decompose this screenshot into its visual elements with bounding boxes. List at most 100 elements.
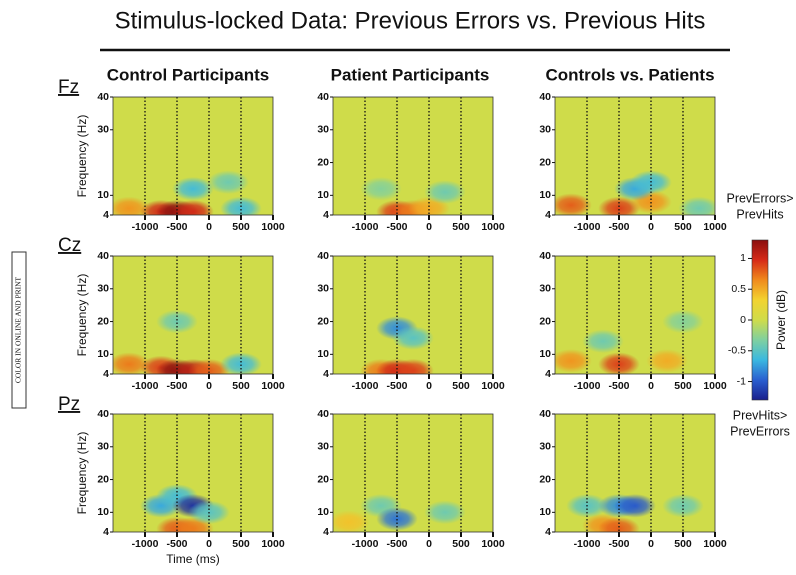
y-tick-label: 10 xyxy=(97,348,109,360)
heatmap-background xyxy=(333,97,493,215)
x-tick-label: -500 xyxy=(386,380,407,392)
x-tick-label: -500 xyxy=(608,221,629,233)
x-tick-label: -1000 xyxy=(352,221,379,233)
x-tick-label: -500 xyxy=(608,538,629,550)
x-tick-label: -500 xyxy=(386,221,407,233)
x-tick-label: -500 xyxy=(166,221,187,233)
colorbar-bottom-label: PrevErrors xyxy=(730,424,790,438)
colorbar-tick-label: 0 xyxy=(740,314,746,326)
y-axis-label: Frequency (Hz) xyxy=(75,115,89,198)
heatmap-panel: -1000 -500 0 500 1000 4 10 20 30 40 xyxy=(317,91,505,233)
plot-frame xyxy=(112,413,274,533)
y-tick-label: 10 xyxy=(539,189,551,201)
heatmap-field xyxy=(555,309,704,374)
x-tick-label: -1000 xyxy=(132,380,159,392)
x-tick-label: -500 xyxy=(386,538,407,550)
x-tick-label: -500 xyxy=(166,380,187,392)
x-tick-label: 500 xyxy=(452,221,470,233)
y-tick-label: 4 xyxy=(545,209,551,221)
x-tick-label: 500 xyxy=(452,380,470,392)
plot-frame xyxy=(554,255,716,375)
x-tick-label: -1000 xyxy=(574,380,601,392)
y-tick-label: 40 xyxy=(539,91,551,103)
x-tick-label: -1000 xyxy=(352,380,379,392)
y-tick-label: 4 xyxy=(323,209,329,221)
y-tick-label: 4 xyxy=(103,209,109,221)
y-tick-label: 20 xyxy=(539,156,551,168)
column-title: Control Participants xyxy=(107,65,269,84)
heatmap-field xyxy=(333,493,466,532)
x-tick-label: 1000 xyxy=(481,221,505,233)
y-tick-label: 4 xyxy=(323,526,329,538)
plot-frame xyxy=(112,96,274,216)
y-tick-label: 40 xyxy=(317,91,329,103)
y-tick-label: 20 xyxy=(539,473,551,485)
y-tick-label: 30 xyxy=(97,441,109,453)
heatmap-panel: -1000 -500 0 500 1000 4 10 20 30 40 Frequency (Hz)… xyxy=(75,408,285,566)
power-spot xyxy=(582,329,624,354)
power-spot xyxy=(392,358,434,374)
side-note-box xyxy=(11,251,27,409)
y-tick-label: 10 xyxy=(539,506,551,518)
power-spot xyxy=(646,349,688,373)
power-spot xyxy=(555,349,592,373)
x-tick-label: 0 xyxy=(426,380,432,392)
y-tick-label: 30 xyxy=(317,441,329,453)
x-tick-label: 0 xyxy=(648,221,654,233)
y-tick-label: 30 xyxy=(539,283,551,295)
y-tick-label: 20 xyxy=(97,473,109,485)
power-spot xyxy=(424,180,466,204)
y-tick-label: 20 xyxy=(539,315,551,327)
y-tick-label: 20 xyxy=(317,315,329,327)
y-tick-label: 40 xyxy=(317,250,329,262)
colorbar-tick-label: 1 xyxy=(740,252,746,264)
power-spot xyxy=(424,500,466,525)
heatmap-panel: -1000 -500 0 500 1000 4 10 20 30 40 xyxy=(539,408,727,550)
power-spot xyxy=(156,309,198,334)
x-tick-label: 0 xyxy=(426,538,432,550)
colorbar-tick-label: -0.5 xyxy=(728,345,746,357)
power-spot xyxy=(614,493,656,518)
plot-frame xyxy=(332,255,494,375)
y-tick-label: 4 xyxy=(103,526,109,538)
x-tick-label: 0 xyxy=(648,380,654,392)
y-tick-label: 20 xyxy=(317,473,329,485)
power-spot xyxy=(392,326,434,350)
x-tick-label: 1000 xyxy=(703,221,727,233)
heatmap-panel: -1000 -500 0 500 1000 4 10 30 40 Frequency (Hz) xyxy=(75,91,285,233)
heatmap-field xyxy=(140,484,230,532)
colorbar xyxy=(751,239,769,401)
power-spot xyxy=(172,199,214,215)
colorbar-top-label: PrevErrors> xyxy=(726,191,793,205)
colorbar-top-label: PrevHits xyxy=(736,207,783,221)
y-tick-label: 4 xyxy=(545,368,551,380)
x-tick-label: 0 xyxy=(206,538,212,550)
x-tick-label: -1000 xyxy=(132,221,159,233)
heatmap-field xyxy=(113,170,262,215)
y-tick-label: 4 xyxy=(323,368,329,380)
y-tick-label: 4 xyxy=(103,368,109,380)
y-tick-label: 30 xyxy=(97,124,109,136)
power-spot xyxy=(678,196,715,215)
x-tick-label: 1000 xyxy=(261,538,285,550)
plot-frame xyxy=(554,413,716,533)
x-tick-label: 500 xyxy=(674,380,692,392)
y-axis-label: Frequency (Hz) xyxy=(75,432,89,515)
x-tick-label: 0 xyxy=(206,380,212,392)
row-label: Cz xyxy=(58,235,81,256)
y-tick-label: 10 xyxy=(317,189,329,201)
x-tick-label: -500 xyxy=(608,380,629,392)
colorbar-tick-label: 0.5 xyxy=(731,283,746,295)
y-tick-label: 20 xyxy=(317,156,329,168)
x-tick-label: -500 xyxy=(166,538,187,550)
heatmap-panel: -1000 -500 0 500 1000 4 10 20 30 40 xyxy=(317,250,505,392)
x-tick-label: -1000 xyxy=(352,538,379,550)
x-tick-label: 500 xyxy=(232,380,250,392)
row-label: Pz xyxy=(58,394,80,415)
y-tick-label: 10 xyxy=(317,348,329,360)
y-tick-label: 10 xyxy=(317,506,329,518)
x-tick-label: 500 xyxy=(232,538,250,550)
column-title: Controls vs. Patients xyxy=(545,65,714,84)
x-tick-label: 0 xyxy=(206,221,212,233)
